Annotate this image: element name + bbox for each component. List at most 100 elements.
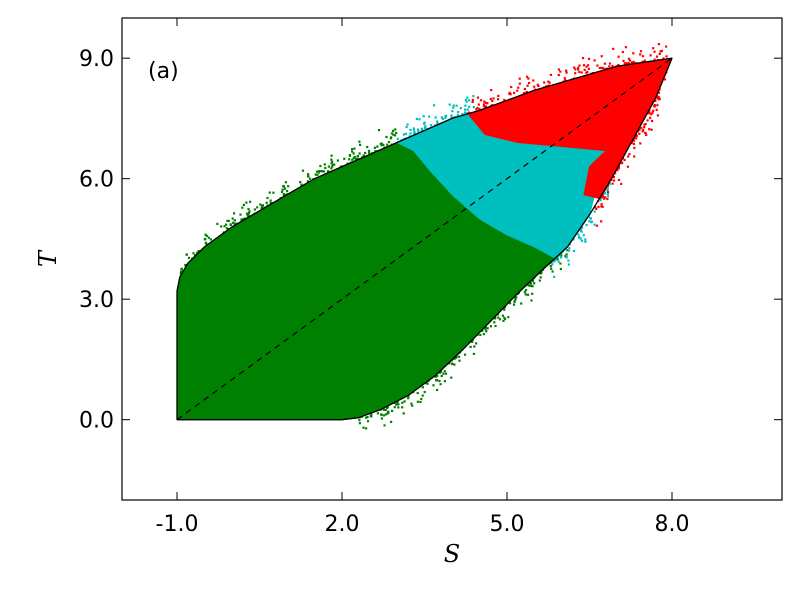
scatter-point-red: [559, 70, 562, 73]
scatter-point-green: [394, 134, 397, 137]
scatter-point-red: [628, 153, 631, 156]
scatter-point-cyan: [472, 95, 475, 98]
scatter-point-green: [397, 406, 400, 409]
scatter-point-cyan: [436, 120, 439, 123]
scatter-point-green: [473, 345, 476, 348]
scatter-point-green: [223, 225, 226, 228]
scatter-point-red: [476, 107, 479, 110]
scatter-point-green: [513, 299, 516, 302]
scatter-point-cyan: [405, 125, 408, 129]
scatter-point-red: [620, 182, 623, 185]
scatter-point-green: [249, 200, 252, 203]
scatter-point-cyan: [428, 115, 431, 118]
scatter-point-green: [330, 158, 333, 161]
scatter-point-red: [602, 66, 605, 70]
scatter-point-red: [643, 59, 646, 62]
scatter-point-green: [309, 177, 312, 180]
scatter-point-red: [482, 104, 485, 107]
scatter-point-red: [651, 111, 654, 114]
y-tick-label: 0.0: [79, 409, 114, 434]
y-tick-label: 6.0: [79, 168, 114, 193]
scatter-point-green: [362, 155, 365, 158]
scatter-point-red: [497, 98, 500, 101]
scatter-point-green: [498, 318, 502, 321]
scatter-point-red: [623, 62, 626, 65]
plot-content: [176, 43, 673, 430]
scatter-point-red: [479, 99, 483, 102]
scatter-point-cyan: [567, 259, 570, 262]
x-tick-label: 5.0: [490, 512, 525, 537]
scatter-point-cyan: [412, 128, 415, 131]
scatter-point-cyan: [565, 255, 568, 259]
scatter-point-red: [657, 43, 660, 46]
scatter-point-cyan: [593, 210, 596, 213]
scatter-point-green: [265, 201, 268, 204]
scatter-point-green: [331, 165, 334, 168]
scatter-point-cyan: [603, 192, 606, 195]
scatter-point-red: [523, 92, 526, 95]
scatter-point-cyan: [578, 236, 581, 239]
scatter-point-cyan: [434, 116, 437, 119]
scatter-point-cyan: [466, 96, 469, 99]
scatter-point-red: [471, 100, 474, 104]
scatter-point-green: [435, 379, 438, 382]
scatter-point-cyan: [396, 137, 399, 140]
scatter-point-green: [387, 140, 391, 144]
scatter-point-red: [596, 64, 599, 67]
scatter-point-red: [477, 103, 480, 106]
scatter-point-red: [656, 114, 659, 117]
scatter-point-green: [380, 417, 383, 420]
x-axis-label: S: [444, 540, 460, 568]
scatter-point-green: [331, 163, 334, 166]
scatter-point-cyan: [464, 108, 467, 111]
scatter-point-green: [179, 272, 182, 275]
scatter-point-green: [366, 420, 370, 423]
scatter-point-green: [348, 154, 352, 157]
scatter-point-red: [656, 104, 659, 107]
scatter-point-red: [587, 64, 590, 67]
scatter-point-green: [229, 223, 232, 227]
scatter-point-green: [479, 333, 482, 337]
scatter-point-cyan: [589, 217, 592, 220]
scatter-point-red: [617, 63, 620, 67]
scatter-point-green: [242, 203, 245, 206]
scatter-point-green: [386, 412, 389, 415]
x-tick-label: 2.0: [325, 512, 360, 537]
scatter-point-green: [319, 164, 322, 168]
scatter-point-red: [583, 68, 586, 71]
scatter-point-red: [601, 205, 604, 208]
scatter-point-green: [529, 282, 532, 285]
scatter-point-green: [520, 302, 523, 305]
scatter-point-red: [600, 66, 603, 70]
scatter-point-red: [497, 94, 500, 97]
scatter-point-cyan: [553, 260, 556, 263]
scatter-point-cyan: [466, 108, 469, 111]
scatter-point-green: [395, 131, 398, 134]
scatter-point-red: [601, 193, 604, 196]
scatter-point-green: [501, 314, 504, 317]
scatter-point-green: [301, 169, 305, 172]
scatter-point-red: [528, 81, 531, 85]
scatter-point-green: [327, 170, 330, 173]
scatter-point-cyan: [599, 199, 602, 202]
scatter-point-red: [574, 68, 577, 71]
scatter-point-red: [626, 62, 629, 65]
scatter-point-green: [453, 357, 456, 360]
scatter-point-green: [233, 222, 236, 225]
scatter-point-green: [419, 400, 422, 404]
scatter-point-cyan: [593, 223, 596, 226]
scatter-point-red: [635, 137, 638, 140]
scatter-point-red: [578, 64, 581, 67]
scatter-point-cyan: [402, 133, 405, 136]
x-tick-label: -1.0: [156, 512, 199, 537]
scatter-point-cyan: [417, 130, 420, 133]
scatter-point-green: [564, 255, 567, 258]
scatter-point-green: [315, 170, 319, 173]
scatter-point-green: [204, 241, 207, 244]
scatter-point-green: [382, 144, 385, 147]
scatter-point-cyan: [590, 220, 594, 223]
scatter-point-green: [489, 325, 492, 328]
scatter-point-green: [284, 181, 287, 184]
scatter-point-green: [538, 279, 541, 282]
scatter-point-cyan: [444, 116, 447, 119]
